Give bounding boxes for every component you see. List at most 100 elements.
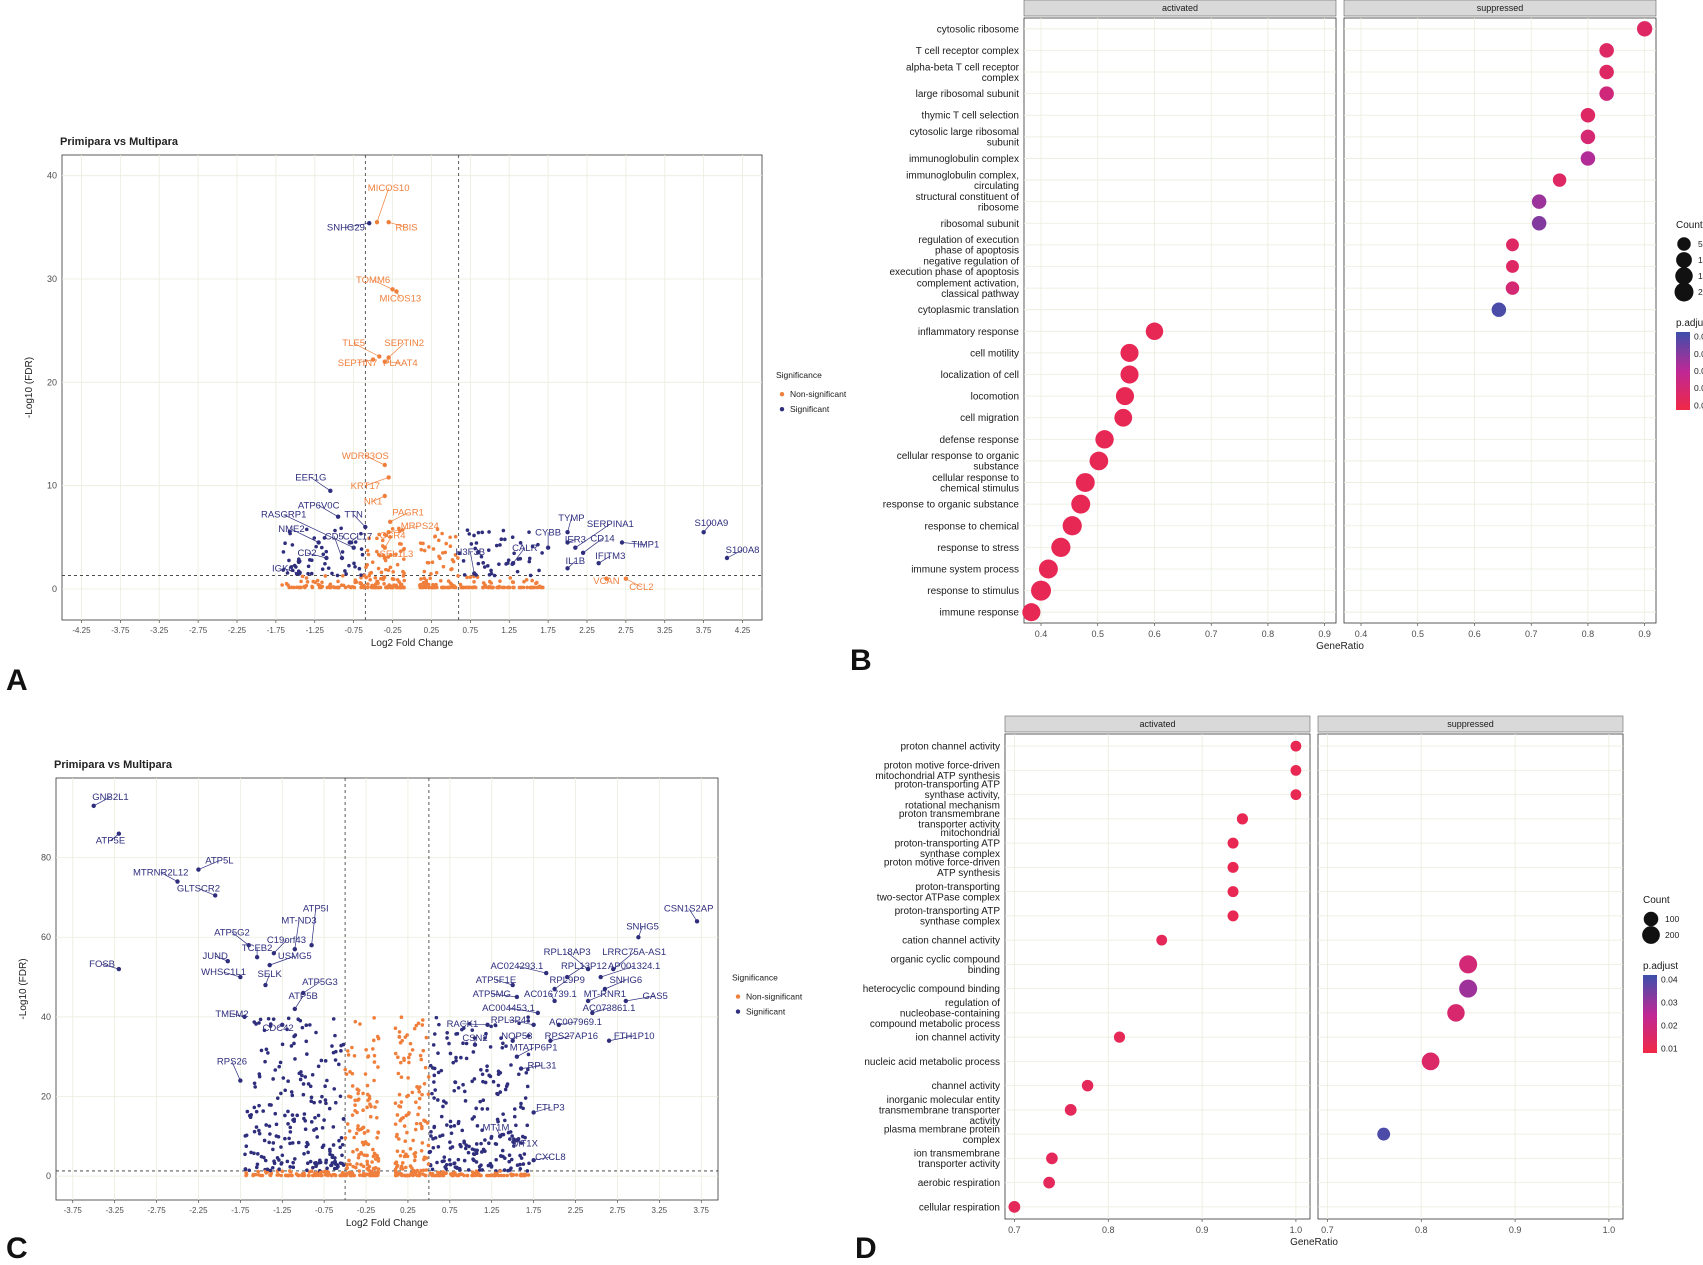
gene-leader-line bbox=[554, 979, 568, 990]
background-point bbox=[456, 1157, 461, 1162]
background-point bbox=[314, 544, 318, 549]
background-point bbox=[365, 1159, 369, 1164]
background-point bbox=[441, 564, 446, 569]
gene-label: CALR bbox=[512, 543, 537, 554]
background-point bbox=[447, 1158, 452, 1162]
background-point bbox=[499, 1036, 503, 1040]
gene-leader-line bbox=[294, 920, 300, 950]
term-label: proton-transporting ATP bbox=[895, 906, 1001, 917]
background-point bbox=[454, 1058, 458, 1063]
background-point bbox=[262, 1138, 267, 1143]
gene-point bbox=[386, 529, 391, 535]
term-label: chemical stimulus bbox=[940, 483, 1019, 494]
gene-point bbox=[724, 555, 730, 561]
background-point bbox=[432, 1125, 436, 1130]
background-point bbox=[286, 1122, 290, 1126]
background-point bbox=[481, 1098, 486, 1103]
background-point bbox=[301, 1092, 306, 1097]
background-point bbox=[261, 1109, 266, 1113]
background-point bbox=[463, 1146, 468, 1151]
background-point bbox=[522, 1152, 527, 1156]
background-point bbox=[482, 565, 487, 569]
background-point bbox=[467, 1144, 471, 1149]
background-point bbox=[523, 1135, 527, 1140]
background-point bbox=[434, 1015, 439, 1020]
background-point bbox=[463, 585, 468, 590]
background-point bbox=[419, 1057, 424, 1062]
background-point bbox=[431, 1043, 436, 1047]
term-label: circulating bbox=[974, 181, 1019, 192]
background-point bbox=[419, 547, 424, 552]
gene-label: MT-ND3 bbox=[281, 915, 316, 926]
gene-label: H3F3B bbox=[456, 547, 486, 558]
background-point bbox=[444, 541, 448, 546]
background-point bbox=[339, 1135, 344, 1140]
background-point bbox=[303, 1075, 308, 1079]
background-point bbox=[438, 1134, 442, 1139]
background-point bbox=[346, 1053, 351, 1057]
background-point bbox=[521, 1162, 526, 1166]
background-point bbox=[315, 1135, 320, 1139]
background-point bbox=[454, 1032, 458, 1036]
gene-point bbox=[585, 966, 591, 972]
background-point bbox=[274, 1122, 279, 1127]
background-point bbox=[326, 566, 331, 570]
background-point bbox=[288, 1170, 293, 1174]
facet-strip bbox=[1023, 0, 1337, 17]
gene-label: TTN bbox=[344, 510, 363, 521]
background-point bbox=[253, 1085, 257, 1089]
background-point bbox=[416, 1021, 421, 1026]
term-label: regulation of execution bbox=[918, 235, 1019, 246]
panel-letter-d: D bbox=[855, 1232, 877, 1265]
gene-leader-line bbox=[575, 523, 611, 548]
background-point bbox=[456, 556, 460, 560]
gene-point bbox=[238, 974, 243, 980]
background-point bbox=[399, 1100, 404, 1104]
gene-point bbox=[339, 555, 345, 561]
gene-label: AC024293.1 bbox=[490, 961, 543, 972]
gene-label: SNHG29 bbox=[327, 222, 365, 233]
background-point bbox=[433, 1088, 438, 1092]
background-point bbox=[304, 583, 309, 588]
background-point bbox=[321, 1143, 326, 1148]
background-point bbox=[362, 573, 367, 578]
background-point bbox=[450, 567, 454, 571]
background-point bbox=[333, 1160, 338, 1164]
background-point bbox=[356, 1156, 361, 1160]
background-point bbox=[479, 1150, 484, 1154]
background-point bbox=[322, 536, 327, 540]
gene-label: C19orf43 bbox=[267, 935, 306, 946]
gene-label: IFITM3 bbox=[595, 551, 625, 562]
background-point bbox=[304, 576, 309, 580]
background-point bbox=[421, 585, 425, 590]
background-point bbox=[376, 1156, 381, 1161]
background-point bbox=[404, 1113, 409, 1118]
x-tick-label: -2.75 bbox=[147, 1206, 166, 1215]
background-point bbox=[271, 1141, 276, 1145]
background-point bbox=[417, 1173, 422, 1178]
gene-label: JUND bbox=[203, 951, 228, 962]
count-legend-label: 100 bbox=[1665, 914, 1679, 924]
background-point bbox=[263, 1158, 268, 1163]
gene-label: AC007969.1 bbox=[549, 1017, 602, 1028]
gene-point bbox=[374, 219, 380, 225]
background-point bbox=[300, 1025, 305, 1030]
background-point bbox=[398, 1040, 403, 1045]
background-point bbox=[396, 1071, 401, 1076]
gene-label: TYMP bbox=[558, 513, 584, 524]
gene-label: KRT17 bbox=[351, 481, 380, 492]
gene-label: AC004453.1 bbox=[482, 1003, 535, 1014]
x-tick-label: 0.25 bbox=[400, 1206, 416, 1215]
background-point bbox=[526, 1173, 531, 1177]
background-point bbox=[418, 1121, 423, 1126]
x-tick-label: -1.75 bbox=[231, 1206, 250, 1215]
term-dot bbox=[1156, 934, 1168, 946]
background-point bbox=[356, 1097, 361, 1101]
background-point bbox=[397, 1030, 402, 1034]
gene-point bbox=[175, 879, 180, 884]
background-point bbox=[284, 581, 289, 586]
background-point bbox=[420, 1092, 424, 1097]
background-point bbox=[325, 585, 330, 590]
gene-point bbox=[544, 970, 549, 976]
gene-leader-line bbox=[223, 971, 241, 978]
